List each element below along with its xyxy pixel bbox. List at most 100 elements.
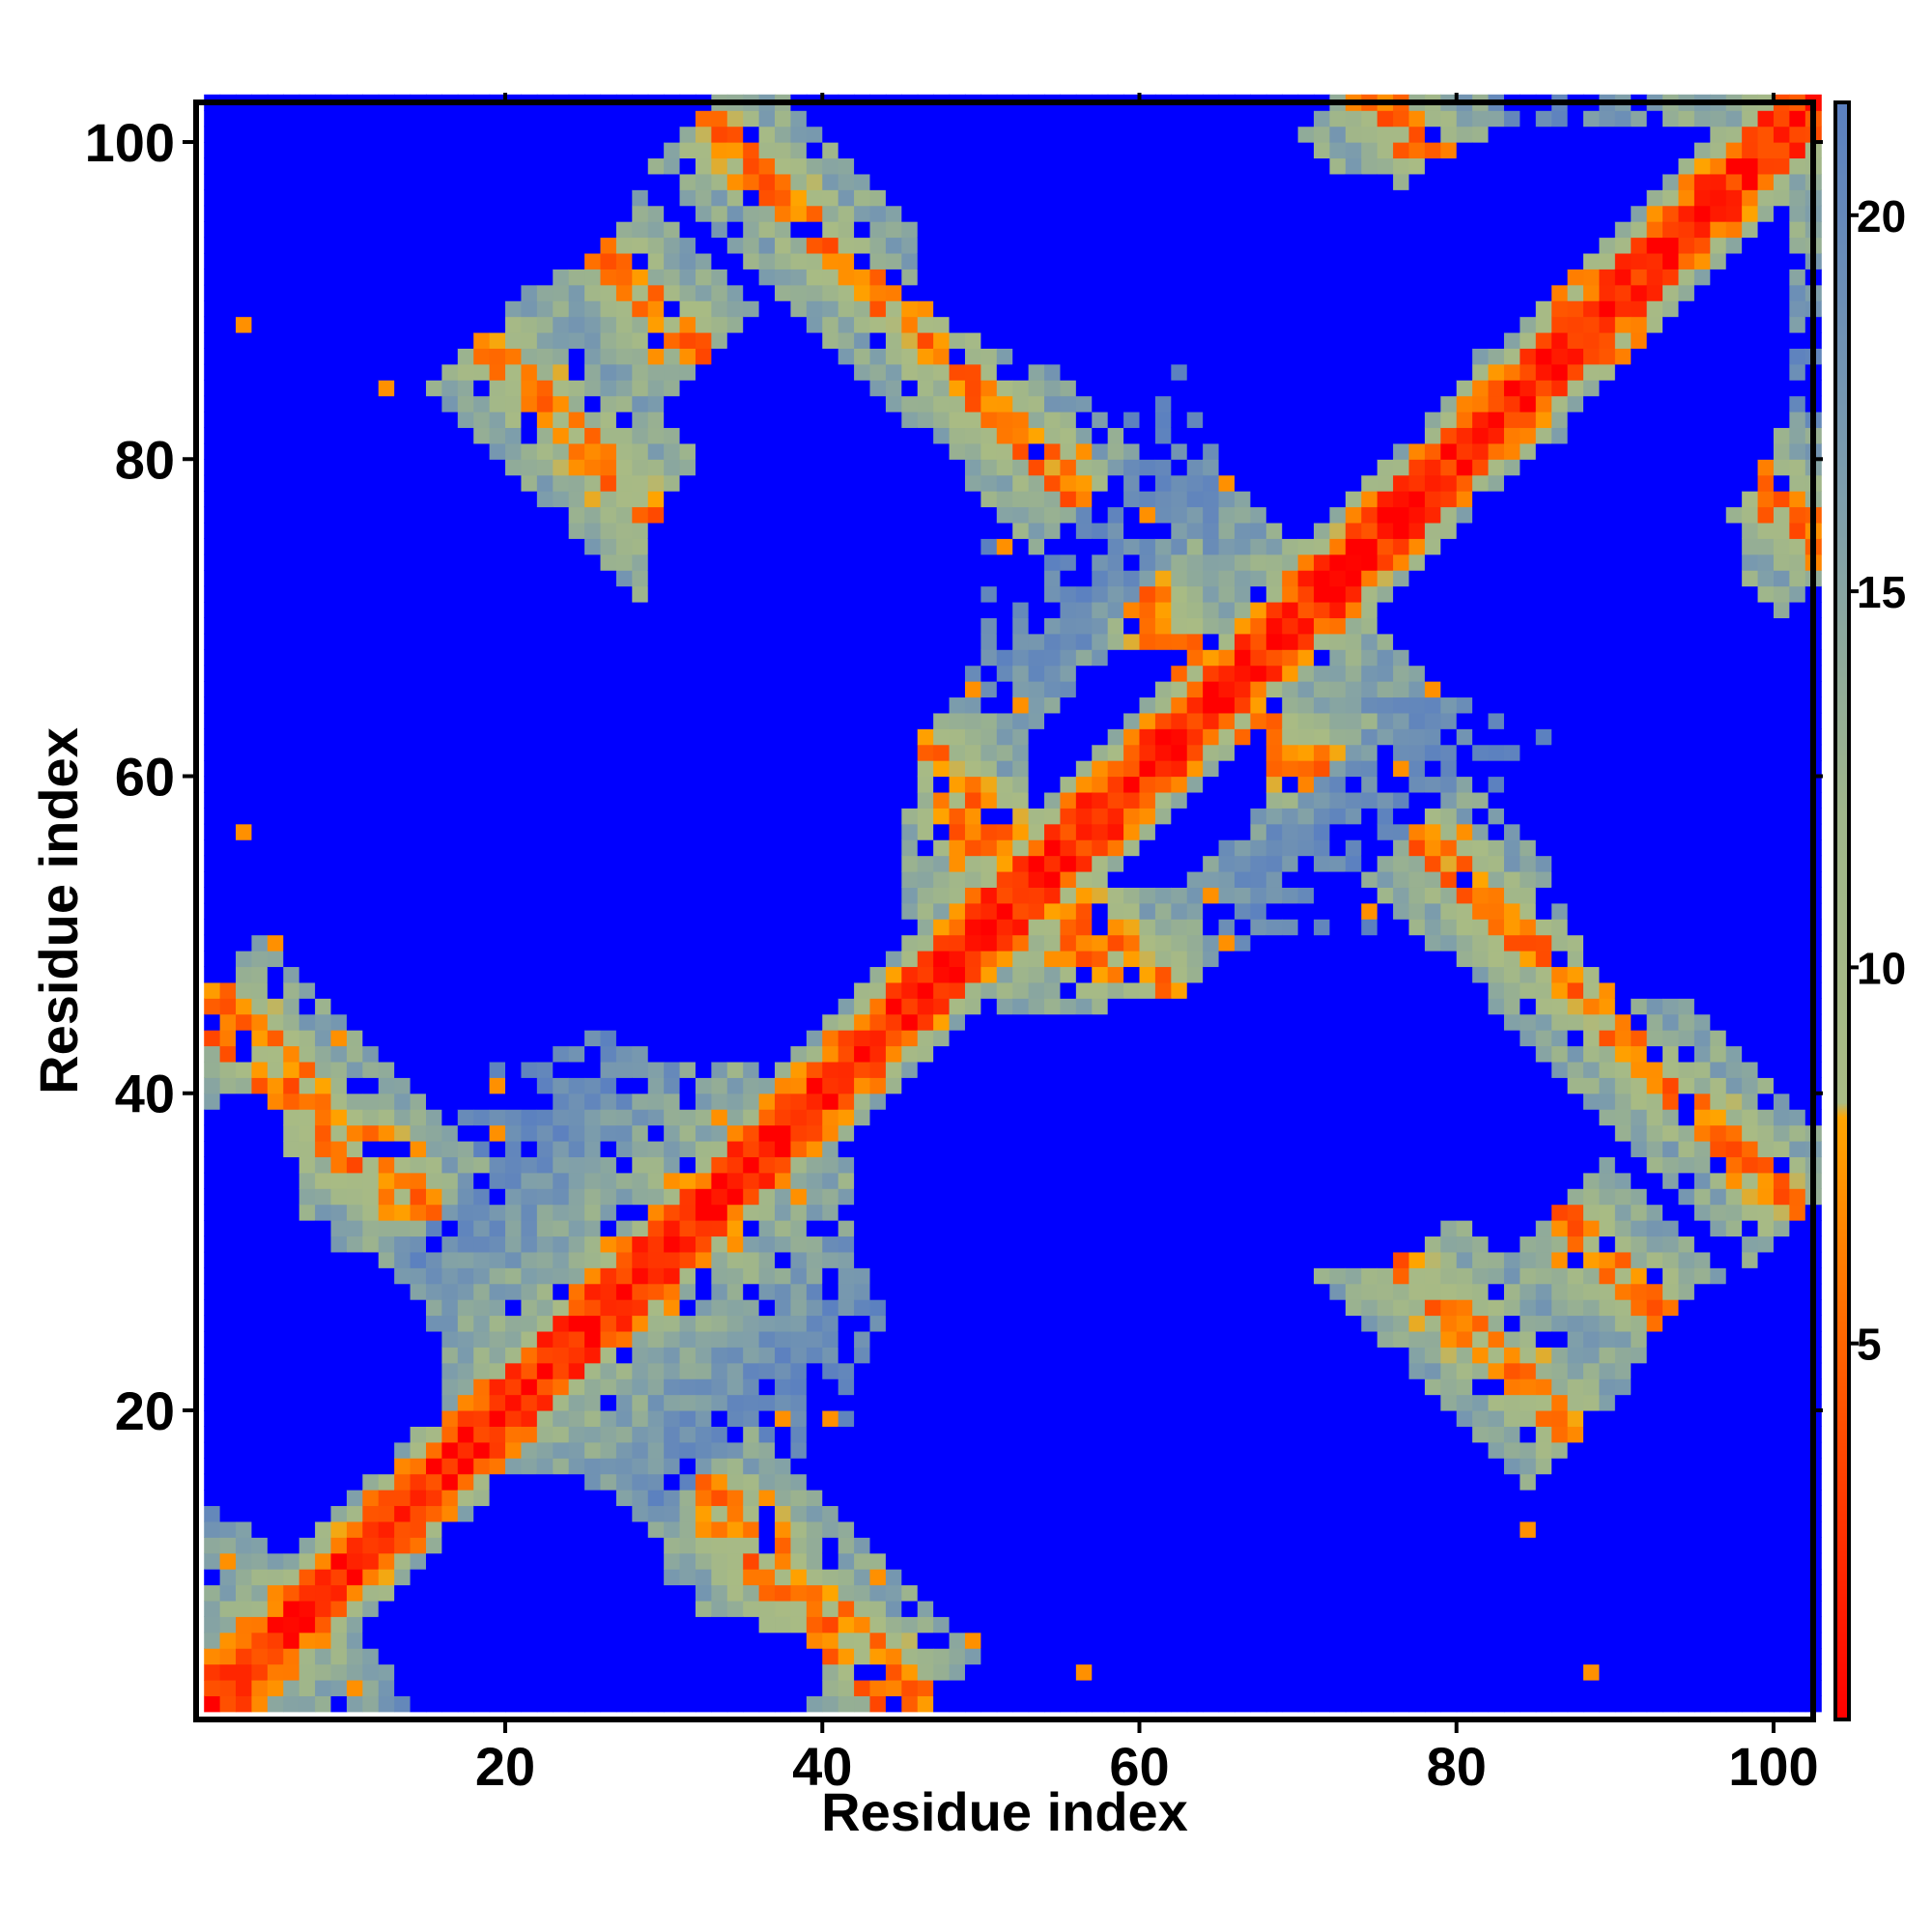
heatmap-cell [584,1156,602,1174]
heatmap-cell [695,1648,712,1665]
heatmap-cell [758,491,776,508]
heatmap-cell [441,839,459,857]
heatmap-cell [790,681,808,698]
heatmap-cell [664,855,681,872]
heatmap-cell [236,1632,253,1649]
heatmap-cell [869,1172,887,1189]
heatmap-cell [615,1409,633,1427]
heatmap-cell [441,1569,459,1586]
heatmap-cell [536,1679,554,1696]
heatmap-cell [933,728,951,746]
heatmap-cell [679,205,696,222]
heatmap-cell [726,412,744,429]
heatmap-cell [949,1140,966,1157]
heatmap-cell [933,252,951,270]
heatmap-cell [615,1616,633,1634]
heatmap-cell [330,554,348,571]
heatmap-cell [489,1679,506,1696]
heatmap-cell [298,1537,316,1554]
heatmap-cell [726,554,744,571]
heatmap-cell [553,791,570,809]
heatmap-cell [838,808,855,825]
heatmap-cell [425,427,442,444]
heatmap-cell [838,649,855,667]
heatmap-cell [615,1299,633,1317]
heatmap-cell [901,1409,919,1427]
heatmap-cell [758,1172,776,1189]
heatmap-cell [204,887,221,904]
heatmap-cell [394,522,412,539]
heatmap-cell [695,1584,712,1602]
heatmap-cell [933,1520,951,1538]
heatmap-cell [885,474,902,492]
heatmap-cell [378,617,395,635]
heatmap-cell [441,1172,459,1189]
heatmap-cell [822,442,839,460]
heatmap-cell [743,1552,760,1570]
heatmap-cell [298,1204,316,1221]
heatmap-cell [362,1458,380,1475]
heatmap-cell [854,1124,871,1142]
heatmap-cell [584,348,602,365]
heatmap-cell [775,1061,792,1078]
heatmap-cell [236,506,253,524]
heatmap-cell [410,157,427,175]
heatmap-cell [315,808,332,825]
heatmap-cell [743,919,760,936]
heatmap-cell [267,506,284,524]
heatmap-cell [822,1315,839,1332]
heatmap-cell [964,412,981,429]
heatmap-cell [410,585,427,603]
heatmap-cell [219,951,237,968]
heatmap-cell [568,1663,585,1681]
heatmap-cell [457,1632,474,1649]
heatmap-cell [410,1426,427,1443]
heatmap-cell [600,442,617,460]
heatmap-cell [885,1490,902,1507]
heatmap-cell [933,348,951,365]
heatmap-cell [568,791,585,809]
heatmap-cell [964,1283,981,1300]
heatmap-cell [615,1013,633,1031]
heatmap-cell [901,1251,919,1268]
heatmap-cell [664,1045,681,1063]
heatmap-cell [806,681,823,698]
heatmap-cell [204,1030,221,1047]
heatmap-cell [553,412,570,429]
heatmap-cell [267,348,284,365]
heatmap-cell [838,681,855,698]
heatmap-cell [568,1520,585,1538]
heatmap-cell [378,1552,395,1570]
heatmap-cell [505,1267,523,1285]
heatmap-cell [394,1093,412,1110]
heatmap-cell [632,412,649,429]
heatmap-cell [806,696,823,714]
heatmap-cell [790,474,808,492]
heatmap-cell [236,237,253,254]
heatmap-cell [822,728,839,746]
heatmap-cell [251,1315,269,1332]
heatmap-cell [822,1093,839,1110]
heatmap-cell [536,1299,554,1317]
heatmap-cell [236,522,253,539]
heatmap-cell [505,1505,523,1522]
heatmap-cell [378,1283,395,1300]
heatmap-cell [489,1315,506,1332]
heatmap-cell [236,855,253,872]
heatmap-cell [489,1140,506,1157]
heatmap-cell [949,808,966,825]
heatmap-cell [315,1490,332,1507]
heatmap-cell [917,1283,934,1300]
heatmap-cell [600,300,617,318]
heatmap-cell [521,1156,538,1174]
heatmap-cell [964,1362,981,1379]
heatmap-cell [822,1045,839,1063]
heatmap-cell [267,839,284,857]
heatmap-cell [854,855,871,872]
heatmap-cell [505,1347,523,1364]
heatmap-cell [410,237,427,254]
heatmap-cell [473,855,491,872]
heatmap-cell [219,1569,237,1586]
heatmap-cell [664,870,681,888]
heatmap-cell [410,839,427,857]
